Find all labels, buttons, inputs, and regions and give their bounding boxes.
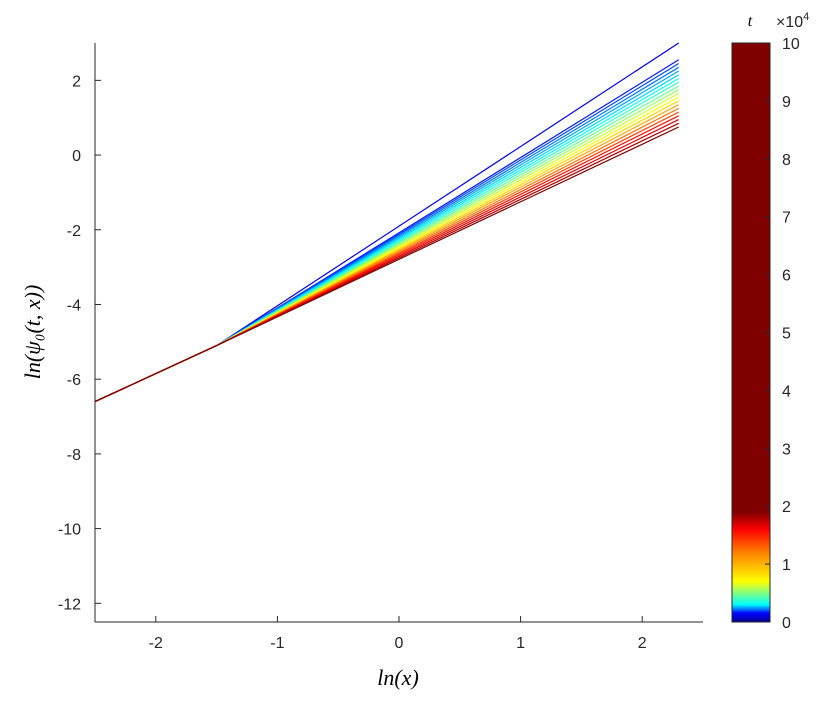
y-tick-label: -8 xyxy=(67,447,81,464)
x-tick-label: 2 xyxy=(638,635,647,652)
y-axis-label: ln(ψ₀(t, x)) xyxy=(20,285,45,380)
x-tick-label: 0 xyxy=(395,635,404,652)
colorbar-tick-label: 4 xyxy=(782,383,791,400)
y-ticks: 2 0 -2 -4 -6 -8 -10 -12 xyxy=(58,73,101,613)
colorbar-tick-label: 9 xyxy=(782,94,791,111)
x-tick-label: -1 xyxy=(270,635,284,652)
colorbar-tick-label: 5 xyxy=(782,326,791,343)
y-tick-label: -4 xyxy=(67,297,81,314)
series-line xyxy=(94,42,680,403)
x-tick-label: 1 xyxy=(516,635,525,652)
y-tick-label: 2 xyxy=(72,73,81,90)
colorbar-tick-label: 8 xyxy=(782,152,791,169)
colorbar xyxy=(731,42,771,623)
colorbar-tick-label: 2 xyxy=(782,499,791,516)
series-line xyxy=(94,126,679,403)
y-tick-label: -2 xyxy=(67,223,81,240)
colorbar-tick-label: 10 xyxy=(782,36,800,53)
colorbar-tick-label: 7 xyxy=(782,210,791,227)
colorbar-tick-label: 3 xyxy=(782,441,791,458)
colorbar-label: t xyxy=(748,13,753,30)
y-tick-label: -6 xyxy=(67,372,81,389)
series-line xyxy=(94,74,680,403)
colorbar-tick-label: 1 xyxy=(782,557,791,574)
y-tick-label: -12 xyxy=(58,596,81,613)
x-axis-label: ln(x) xyxy=(377,665,419,690)
y-tick-label: 0 xyxy=(72,148,81,165)
y-tick-label: -10 xyxy=(58,522,81,539)
x-ticks: -2 -1 0 1 2 xyxy=(149,616,647,652)
colorbar-tick-label: 0 xyxy=(782,615,791,632)
series-line xyxy=(94,59,680,403)
colorbar-tick-label: 6 xyxy=(782,268,791,285)
x-tick-label: -2 xyxy=(149,635,163,652)
colorbar-multiplier: ×104 xyxy=(776,11,809,31)
series-lines xyxy=(94,42,680,403)
